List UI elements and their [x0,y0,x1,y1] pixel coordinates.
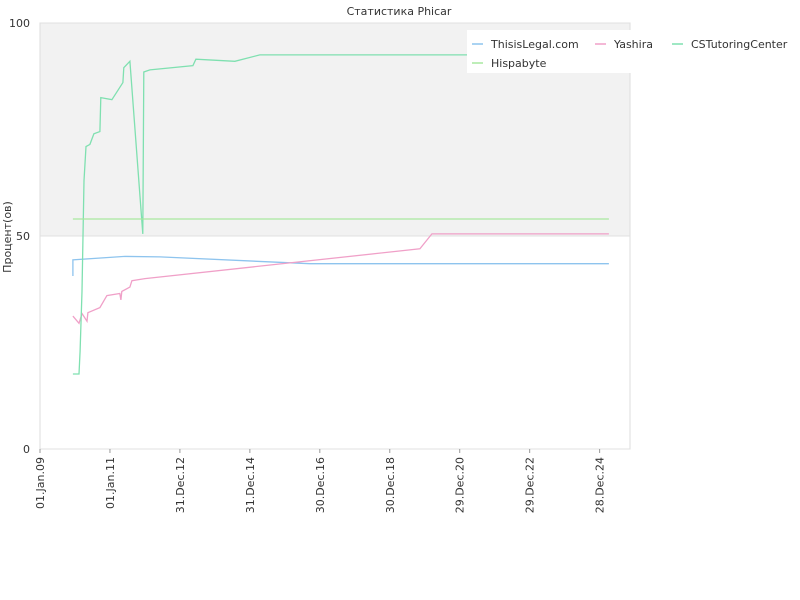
x-tick-label: 31.Dec.12 [174,457,187,513]
series-line [72,255,609,276]
series-line [72,233,609,325]
legend-label: CSTutoringCenter [691,38,788,51]
y-axis-label: Процент(ов) [1,201,14,273]
x-tick-label: 29.Dec.20 [454,457,467,513]
legend-box [467,30,632,73]
y-tick-label: 0 [23,443,30,456]
y-tick-label: 50 [16,230,30,243]
x-tick-label: 30.Dec.18 [384,457,397,513]
legend: ThisisLegal.com Yashira CSTutoringCenter Hi… [467,30,788,73]
x-tick-label: 01.Jan.09 [34,457,47,509]
legend-label: Yashira [613,38,653,51]
y-tick-label: 100 [9,17,30,30]
series-line [72,54,609,375]
legend-label: Hispabyte [491,57,547,70]
legend-label: ThisisLegal.com [490,38,579,51]
x-tick-label: 01.Jan.11 [104,457,117,509]
x-tick-label: 30.Dec.16 [314,457,327,513]
x-tick-label: 31.Dec.14 [244,457,257,513]
plot-band [40,236,630,449]
chart-title: Статистика Phicar [347,5,452,18]
x-tick-label: 29.Dec.22 [524,457,537,513]
x-tick-label: 28.Dec.24 [594,457,607,513]
